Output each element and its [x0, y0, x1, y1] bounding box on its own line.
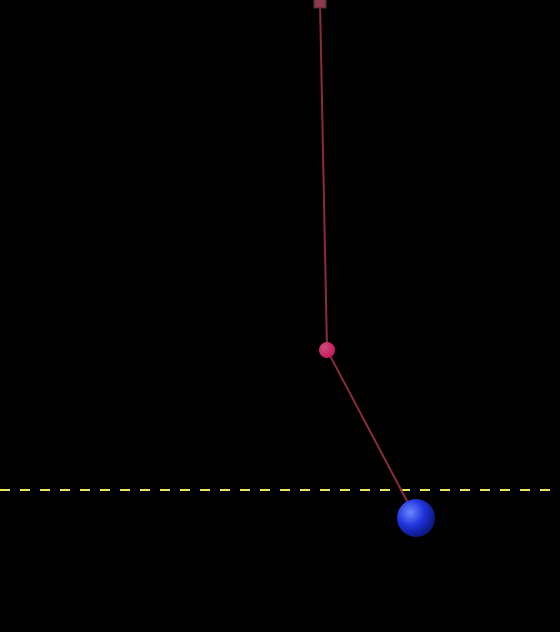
pendulum-bob-mass [397, 499, 435, 537]
pendulum-joint-mass [319, 342, 335, 358]
scene-background [0, 0, 560, 632]
pendulum-scene [0, 0, 560, 632]
pendulum-anchor [314, 0, 326, 8]
